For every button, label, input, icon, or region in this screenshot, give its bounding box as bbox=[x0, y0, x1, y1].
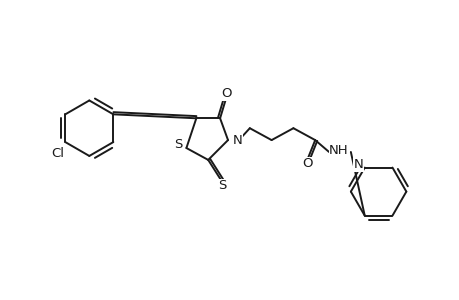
Text: N: N bbox=[353, 158, 363, 171]
Text: N: N bbox=[233, 134, 242, 147]
Text: O: O bbox=[302, 158, 312, 170]
Text: NH: NH bbox=[329, 143, 348, 157]
Text: S: S bbox=[218, 179, 226, 192]
Text: O: O bbox=[220, 87, 231, 100]
Text: Cl: Cl bbox=[51, 148, 64, 160]
Text: S: S bbox=[174, 138, 182, 151]
